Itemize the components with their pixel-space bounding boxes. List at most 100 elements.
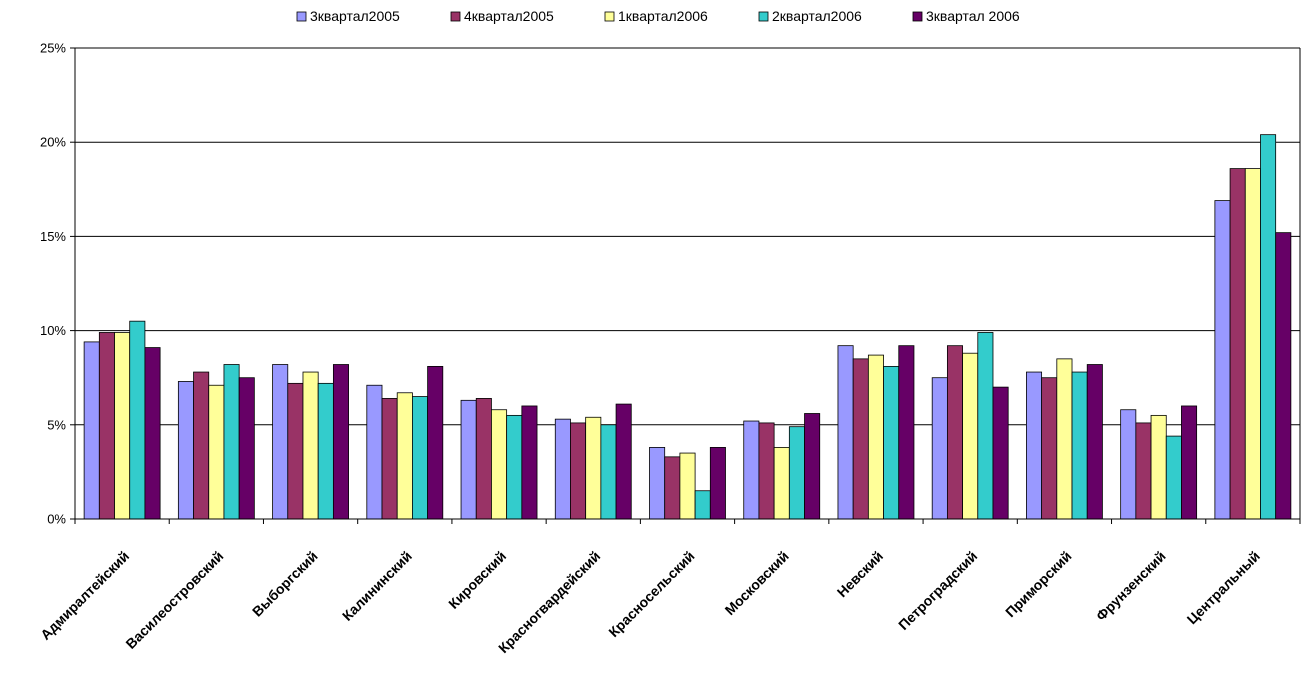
bar — [177, 381, 194, 520]
bar — [1041, 377, 1058, 520]
bar — [381, 398, 398, 520]
bar — [992, 386, 1009, 520]
bar — [272, 364, 289, 520]
x-category-label: Фрунзенский — [1093, 548, 1169, 624]
bar — [1244, 168, 1261, 520]
bar — [883, 365, 900, 520]
bar — [332, 364, 349, 520]
bar — [946, 345, 963, 520]
bar — [1120, 409, 1137, 520]
bar — [1026, 371, 1043, 520]
x-category-label: Адмиралтейский — [37, 548, 132, 643]
x-category-label: Выборгский — [249, 548, 321, 620]
bar — [1229, 168, 1246, 520]
bar — [208, 384, 225, 520]
chart-bars — [83, 134, 1292, 520]
bar — [898, 345, 915, 520]
bar — [193, 371, 210, 520]
x-category-label: Невский — [834, 548, 886, 600]
bar — [317, 382, 334, 520]
bar — [1135, 422, 1152, 520]
bar — [1275, 232, 1292, 520]
legend-swatch — [450, 11, 461, 22]
bar — [1150, 414, 1167, 520]
bar — [83, 341, 100, 520]
bar — [144, 347, 161, 520]
x-category-label: Петроградский — [895, 548, 980, 633]
legend-label: 2квартал2006 — [772, 8, 862, 24]
bar — [1181, 405, 1198, 520]
bar — [570, 422, 587, 520]
bar — [460, 399, 477, 520]
legend-swatch — [604, 11, 615, 22]
bar — [491, 409, 508, 520]
bar — [223, 364, 240, 520]
bar — [679, 452, 696, 520]
y-tick-label: 25% — [40, 41, 66, 56]
bar — [302, 371, 319, 520]
y-tick-label: 15% — [40, 229, 66, 244]
bar — [694, 490, 711, 520]
bar — [1165, 435, 1182, 520]
x-category-label: Красносельский — [605, 548, 697, 640]
y-axis: 0% 5% 10% 15% 20% 25% — [40, 41, 1301, 527]
legend-swatch — [296, 11, 307, 22]
x-category-label: Красногвардейский — [495, 548, 603, 656]
bar — [585, 416, 602, 520]
bar — [506, 414, 523, 520]
legend-swatch — [758, 11, 769, 22]
bar — [837, 345, 854, 520]
legend-label: 4квартал2005 — [464, 8, 554, 24]
bar — [788, 426, 805, 520]
x-category-label: Приморский — [1002, 548, 1074, 620]
bar — [664, 456, 681, 520]
chart-legend: 3квартал2005 4квартал2005 1квартал2006 2ква… — [296, 8, 1020, 24]
bar — [962, 352, 979, 520]
bar — [554, 418, 571, 520]
bar — [475, 398, 492, 520]
legend-label: 3квартал2005 — [310, 8, 400, 24]
legend-swatch — [912, 11, 923, 22]
legend-label: 1квартал2006 — [618, 8, 708, 24]
bar — [1214, 200, 1231, 520]
chart-gridlines — [75, 47, 1300, 426]
bar — [977, 332, 994, 520]
bar — [804, 413, 821, 520]
x-category-label: Калининский — [339, 548, 415, 624]
x-category-label: Кировский — [445, 548, 509, 612]
bar — [867, 354, 884, 520]
bar — [758, 422, 775, 520]
bar — [1260, 134, 1277, 520]
y-tick-label: 10% — [40, 323, 66, 338]
bar — [852, 358, 869, 520]
bar — [366, 384, 383, 520]
y-tick-label: 5% — [47, 417, 66, 432]
x-category-label: Центральный — [1184, 548, 1263, 627]
bar — [743, 420, 760, 520]
y-tick-label: 20% — [40, 135, 66, 150]
y-tick-label: 0% — [47, 512, 66, 527]
bar — [773, 447, 790, 520]
bar — [129, 320, 146, 520]
bar — [1056, 358, 1073, 520]
x-category-label: Василеостровский — [122, 548, 226, 652]
bar — [287, 382, 304, 520]
bar — [1071, 371, 1088, 520]
bar — [412, 396, 429, 520]
legend-label: 3квартал 2006 — [926, 8, 1020, 24]
bar — [238, 377, 255, 520]
bar — [931, 377, 948, 520]
bar — [114, 332, 131, 520]
bar — [615, 403, 632, 520]
bar — [396, 392, 413, 520]
bar — [427, 365, 444, 520]
bar — [521, 405, 538, 520]
bar — [98, 332, 115, 520]
x-category-label: Московский — [722, 548, 792, 618]
bar — [709, 447, 726, 520]
bar — [600, 424, 617, 520]
bar — [649, 447, 666, 520]
bar — [1086, 364, 1103, 520]
